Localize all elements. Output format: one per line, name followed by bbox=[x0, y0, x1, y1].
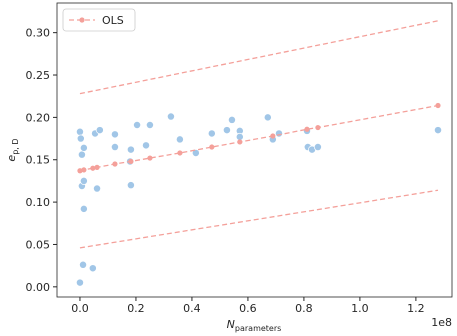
legend: OLS bbox=[62, 8, 136, 32]
fit-line-marker bbox=[304, 126, 310, 132]
point bbox=[79, 204, 88, 213]
y-label-main: e bbox=[5, 155, 18, 162]
fit-line bbox=[79, 104, 439, 172]
point bbox=[133, 121, 142, 129]
y-axis-label: ep, D bbox=[5, 138, 20, 161]
fit-line-marker bbox=[270, 133, 276, 139]
fit-line-marker bbox=[209, 144, 215, 150]
legend-box bbox=[62, 8, 136, 32]
point bbox=[79, 143, 88, 152]
point bbox=[95, 126, 104, 135]
x-tick-label: 0.2 bbox=[127, 302, 145, 315]
point bbox=[222, 126, 231, 135]
point bbox=[110, 130, 119, 139]
point bbox=[175, 135, 184, 144]
x-tick-label: 1.2 bbox=[407, 302, 425, 315]
band-line bbox=[79, 189, 439, 249]
point bbox=[110, 143, 119, 151]
fit-line-marker bbox=[90, 165, 96, 171]
fit-line-marker bbox=[177, 150, 183, 156]
point bbox=[76, 134, 85, 143]
point bbox=[76, 127, 84, 136]
point bbox=[166, 112, 175, 121]
point bbox=[434, 126, 442, 135]
fit-line-marker bbox=[128, 158, 134, 165]
fit-line-marker bbox=[77, 168, 83, 174]
y-tick-label: 0.15 bbox=[26, 154, 51, 167]
fit-line-marker bbox=[94, 164, 100, 170]
point bbox=[76, 278, 84, 287]
x-tick-label: 0.8 bbox=[295, 302, 313, 315]
y-tick-label: 0.05 bbox=[26, 238, 51, 251]
y-tick-label: 0.10 bbox=[26, 196, 51, 209]
x-tick-label: 0.4 bbox=[183, 302, 201, 315]
point bbox=[93, 184, 101, 193]
x-tick-label: 0.0 bbox=[71, 302, 89, 315]
x-tick-label: 1.0 bbox=[351, 302, 369, 315]
point bbox=[228, 115, 236, 124]
fit-line-marker bbox=[315, 124, 321, 131]
y-tick-label: 0.00 bbox=[26, 281, 51, 294]
x-offset-label: 1e8 bbox=[431, 316, 452, 329]
x-label-sub: parameters bbox=[235, 324, 281, 333]
x-tick-label: 0.6 bbox=[239, 302, 257, 315]
point bbox=[79, 176, 88, 185]
legend-marker bbox=[79, 17, 85, 23]
band-line bbox=[79, 20, 439, 95]
x-axis-label: Nparameters bbox=[227, 318, 282, 333]
point bbox=[313, 143, 322, 151]
y-tick-label: 0.30 bbox=[26, 27, 51, 40]
point bbox=[77, 150, 86, 159]
plot-frame bbox=[56, 2, 453, 298]
point bbox=[142, 141, 150, 150]
fit-line-marker bbox=[81, 167, 87, 173]
y-label-sub: p, D bbox=[11, 138, 20, 154]
point bbox=[126, 181, 135, 190]
point bbox=[126, 145, 135, 154]
point bbox=[88, 264, 97, 273]
legend-label: OLS bbox=[102, 14, 124, 27]
fit-line-marker bbox=[147, 155, 153, 161]
fit-line-marker bbox=[435, 102, 441, 109]
point bbox=[207, 129, 216, 138]
point bbox=[263, 113, 272, 122]
fit-line-marker bbox=[237, 139, 243, 145]
point bbox=[191, 149, 200, 157]
point bbox=[275, 129, 283, 138]
y-tick-label: 0.20 bbox=[26, 111, 51, 124]
point bbox=[79, 260, 87, 269]
x-label-main: N bbox=[227, 318, 235, 331]
y-tick-label: 0.25 bbox=[26, 69, 51, 82]
point bbox=[145, 121, 154, 129]
fit-line-marker bbox=[112, 161, 118, 167]
